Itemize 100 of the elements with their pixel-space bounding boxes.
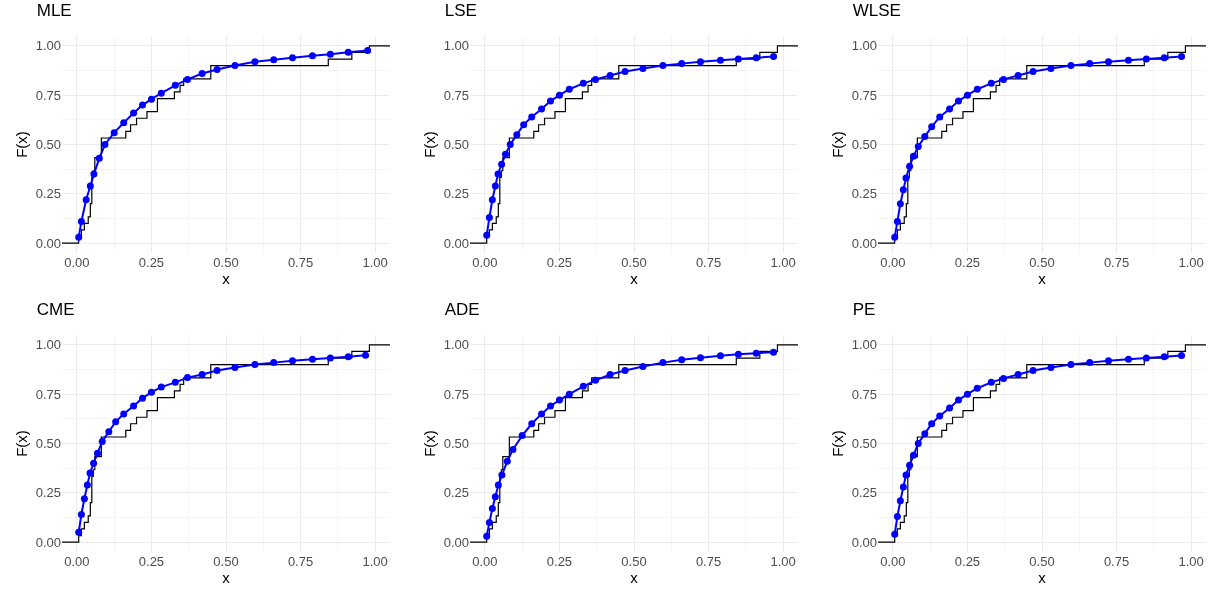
- x-tick-label: 0.50: [621, 255, 647, 270]
- point: [914, 440, 922, 447]
- x-tick-label: 0.00: [880, 255, 906, 270]
- point: [921, 430, 929, 438]
- x-tick-label: 0.25: [138, 554, 165, 569]
- point: [579, 79, 587, 87]
- x-axis-title: x: [630, 270, 639, 287]
- point: [75, 528, 83, 536]
- point: [184, 374, 192, 382]
- point: [716, 56, 724, 64]
- point: [364, 47, 372, 55]
- point: [488, 505, 496, 513]
- point: [1029, 367, 1037, 375]
- x-tick-label: 0.25: [546, 554, 573, 569]
- point: [506, 141, 514, 148]
- point: [485, 518, 493, 526]
- point: [528, 420, 536, 428]
- point: [621, 68, 629, 76]
- point: [555, 91, 563, 99]
- point: [308, 52, 316, 60]
- x-tick-label: 0.25: [954, 255, 981, 270]
- point: [344, 48, 352, 56]
- point: [101, 141, 109, 148]
- chart-title: ADE: [444, 300, 480, 320]
- point: [659, 62, 667, 70]
- point: [955, 97, 963, 105]
- x-tick-label: 1.00: [362, 554, 388, 569]
- x-tick-label: 0.00: [880, 554, 906, 569]
- point: [734, 55, 742, 63]
- y-tick-label: 1.00: [851, 38, 877, 54]
- y-axis-title: F(x): [12, 131, 30, 158]
- point: [891, 530, 899, 538]
- x-tick-label: 0.00: [64, 554, 90, 569]
- point: [1124, 56, 1132, 64]
- point: [659, 359, 667, 367]
- point: [1104, 357, 1112, 365]
- x-tick-label: 0.75: [695, 554, 722, 569]
- point: [501, 150, 509, 158]
- point: [902, 471, 910, 479]
- x-tick-label: 0.75: [287, 554, 314, 569]
- point: [592, 376, 600, 384]
- point: [213, 367, 221, 375]
- point: [147, 388, 155, 396]
- point: [606, 71, 614, 79]
- x-tick-label: 0.50: [1029, 255, 1055, 270]
- point: [1000, 374, 1008, 382]
- point: [498, 471, 506, 479]
- point: [344, 353, 352, 361]
- x-axis-title: x: [630, 569, 639, 586]
- point: [98, 438, 106, 446]
- point: [93, 449, 101, 457]
- point: [308, 355, 316, 363]
- point: [565, 85, 573, 93]
- point: [946, 105, 954, 113]
- y-tick-label: 1.00: [851, 337, 877, 353]
- point: [928, 420, 936, 428]
- point: [752, 349, 760, 357]
- point: [955, 396, 963, 404]
- point: [891, 233, 899, 241]
- point: [538, 410, 546, 418]
- x-axis-title: x: [1038, 270, 1047, 287]
- x-tick-label: 0.50: [1029, 554, 1055, 569]
- point: [914, 142, 922, 150]
- point: [75, 233, 83, 241]
- point: [86, 469, 94, 477]
- point: [171, 378, 179, 386]
- point: [1178, 53, 1186, 61]
- y-tick-label: 0.75: [443, 386, 469, 402]
- point: [1014, 71, 1022, 79]
- point: [899, 186, 907, 194]
- point: [987, 79, 995, 87]
- point: [130, 109, 138, 117]
- y-tick-label: 0.50: [851, 137, 877, 153]
- point: [528, 113, 536, 121]
- x-tick-label: 0.25: [954, 554, 981, 569]
- x-tick-label: 0.00: [472, 554, 498, 569]
- point: [906, 461, 914, 469]
- point: [483, 532, 491, 540]
- x-tick-label: 0.25: [546, 255, 573, 270]
- point: [909, 451, 917, 459]
- point: [963, 390, 971, 398]
- point: [770, 348, 778, 356]
- point: [77, 217, 85, 225]
- y-tick-label: 0.75: [851, 87, 877, 103]
- point: [86, 182, 94, 190]
- point: [936, 412, 944, 420]
- point: [1178, 352, 1186, 360]
- point: [147, 95, 155, 103]
- y-tick-label: 0.25: [443, 485, 469, 501]
- y-tick-label: 1.00: [443, 38, 469, 54]
- point: [498, 160, 506, 168]
- point: [1047, 364, 1055, 372]
- point: [906, 162, 914, 170]
- x-tick-label: 0.75: [1103, 554, 1130, 569]
- point: [896, 497, 904, 505]
- point: [288, 54, 296, 62]
- point: [83, 481, 91, 489]
- y-tick-label: 0.75: [851, 386, 877, 402]
- y-tick-label: 0.25: [851, 485, 877, 501]
- chart-title: CME: [36, 300, 75, 320]
